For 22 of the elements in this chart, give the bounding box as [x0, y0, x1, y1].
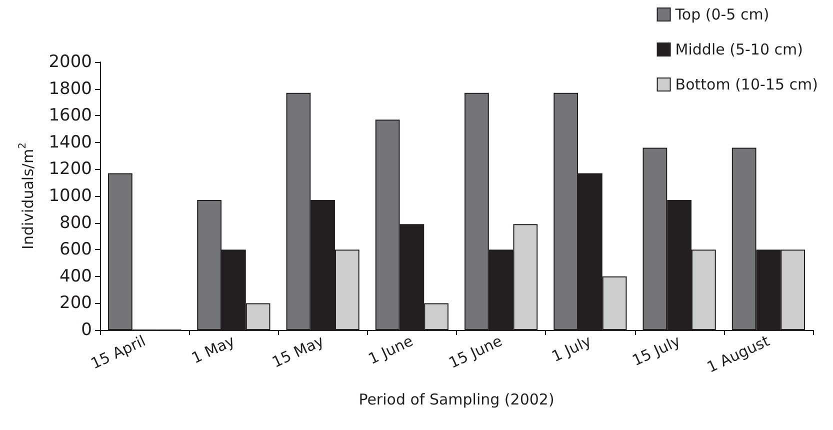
y-tick-label: 1200 — [48, 159, 92, 180]
x-tick-label: 1 June — [366, 332, 416, 368]
legend-label: Top (0-5 cm) — [674, 6, 770, 24]
y-tick-label: 0 — [81, 320, 92, 340]
y-tick-label: 200 — [60, 293, 92, 314]
y-tick-label: 1800 — [48, 78, 92, 99]
y-axis-title: Individuals/m2 — [18, 142, 37, 250]
x-tick-label: 15 May — [269, 332, 327, 372]
legend-label: Bottom (10-15 cm) — [675, 76, 818, 94]
x-tick-label: 15 June — [446, 332, 505, 372]
y-tick-label: 1000 — [48, 186, 92, 206]
y-tick-label: 1400 — [48, 132, 92, 152]
x-axis-title: Period of Sampling (2002) — [358, 390, 554, 408]
x-tick-label: 1 July — [549, 332, 594, 366]
y-tick-label: 1600 — [48, 106, 92, 126]
x-tick-label: 15 July — [629, 332, 684, 370]
y-tick-label: 400 — [60, 266, 92, 286]
y-tick-label: 2000 — [48, 52, 92, 72]
y-tick-label: 600 — [60, 240, 92, 260]
x-tick-label: 1 May — [188, 332, 238, 368]
y-tick-label: 800 — [60, 212, 92, 233]
legend-label: Middle (5-10 cm) — [675, 40, 803, 58]
